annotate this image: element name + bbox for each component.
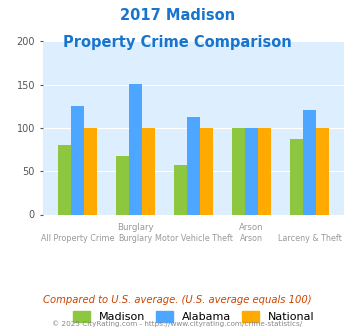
Text: Compared to U.S. average. (U.S. average equals 100): Compared to U.S. average. (U.S. average … [43,295,312,305]
Text: 2017 Madison: 2017 Madison [120,8,235,23]
Text: All Property Crime: All Property Crime [41,234,114,243]
Text: Larceny & Theft: Larceny & Theft [278,234,342,243]
Legend: Madison, Alabama, National: Madison, Alabama, National [69,307,318,327]
Text: Arson: Arson [240,234,263,243]
Bar [316,128,329,214]
Text: Burglary: Burglary [117,223,154,232]
Text: Burglary: Burglary [118,234,153,243]
Text: Motor Vehicle Theft: Motor Vehicle Theft [154,234,233,243]
Bar [187,117,200,214]
Bar [142,128,154,214]
Bar [290,139,303,214]
Bar [71,106,84,214]
Bar [58,145,71,214]
Bar [200,128,213,214]
Text: Property Crime Comparison: Property Crime Comparison [63,35,292,50]
Bar [303,110,316,214]
Bar [233,128,245,214]
Bar [174,165,187,214]
Bar [258,128,271,214]
Text: © 2025 CityRating.com - https://www.cityrating.com/crime-statistics/: © 2025 CityRating.com - https://www.city… [53,321,302,327]
Bar [245,128,258,214]
Bar [116,156,129,214]
Bar [84,128,97,214]
Bar [129,84,142,214]
Text: Arson: Arson [239,223,264,232]
